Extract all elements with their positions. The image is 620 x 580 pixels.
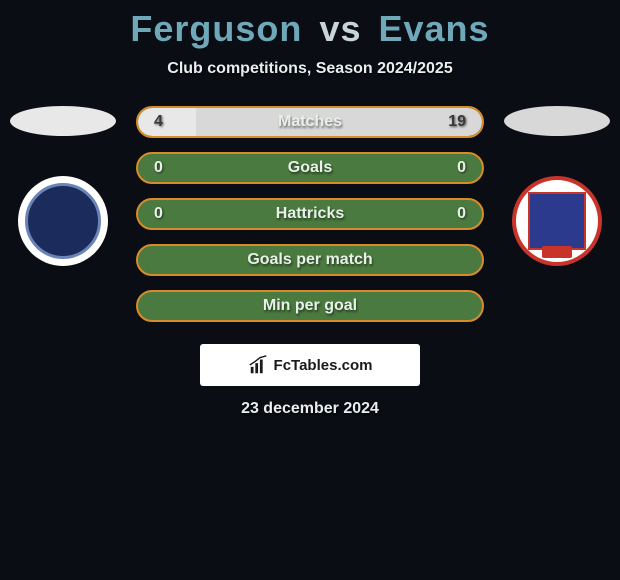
title: Ferguson vs Evans [0,8,620,50]
stat-row-hattricks: 0 Hattricks 0 [136,198,484,230]
brand-box[interactable]: FcTables.com [200,344,420,386]
left-side [8,106,118,266]
stat-label: Min per goal [263,297,357,315]
stat-label: Hattricks [276,205,344,223]
main-row: 4 Matches 19 0 Goals 0 0 Hattricks 0 Goals per ma… [0,106,620,322]
brand-text: FcTables.com [274,357,373,374]
stat-label: Matches [278,113,342,131]
vs-text: vs [319,8,361,49]
comparison-card: Ferguson vs Evans Club competitions, Sea… [0,0,620,418]
subtitle: Club competitions, Season 2024/2025 [0,60,620,78]
stat-row-min-per-goal: Min per goal [136,290,484,322]
player2-name: Evans [379,8,490,49]
fill-left [138,108,196,136]
date-text: 23 december 2024 [0,400,620,418]
stat-row-matches: 4 Matches 19 [136,106,484,138]
stat-label: Goals per match [247,251,372,269]
stat-right-value: 0 [457,205,466,223]
stat-right-value: 19 [448,113,466,131]
chart-icon [248,354,270,376]
right-side [502,106,612,266]
stats-column: 4 Matches 19 0 Goals 0 0 Hattricks 0 Goals per ma… [118,106,502,322]
player1-oval [10,106,116,136]
club-badge-rochdale [18,176,108,266]
club-badge-fylde [512,176,602,266]
stat-row-goals: 0 Goals 0 [136,152,484,184]
stat-left-value: 0 [154,205,163,223]
stat-right-value: 0 [457,159,466,177]
player1-name: Ferguson [130,8,302,49]
stat-label: Goals [288,159,332,177]
stat-left-value: 0 [154,159,163,177]
stat-left-value: 4 [154,113,163,131]
stat-row-goals-per-match: Goals per match [136,244,484,276]
player2-oval [504,106,610,136]
